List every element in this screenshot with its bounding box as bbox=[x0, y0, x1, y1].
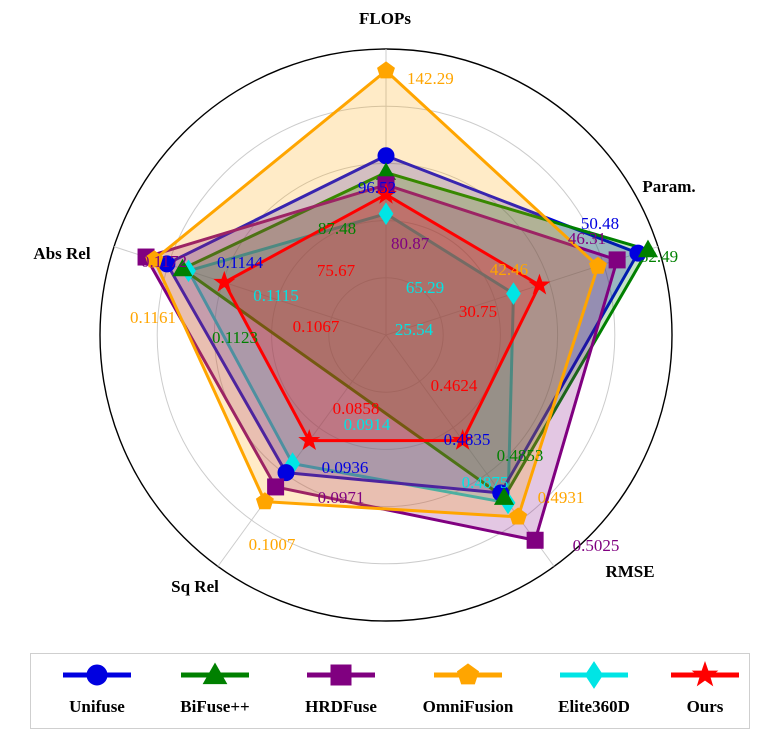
data-label-hrdfuse-2: 46.31 bbox=[568, 229, 606, 248]
series-area-omnifusion bbox=[152, 69, 600, 519]
legend-item-elite360d: Elite360D bbox=[558, 661, 630, 716]
legend-item-hrdfuse: HRDFuse bbox=[305, 664, 377, 716]
legend-label-omnifusion: OmniFusion bbox=[423, 697, 514, 716]
point-ours-2 bbox=[528, 273, 551, 295]
data-label-ours-5: 0.1067 bbox=[293, 317, 340, 336]
data-label-omnifusion-5: 0.1161 bbox=[130, 308, 176, 327]
data-label-elite360d-2: 25.54 bbox=[395, 320, 434, 339]
point-hrdfuse-4 bbox=[267, 478, 285, 496]
data-label-elite360d-5: 0.1115 bbox=[253, 286, 299, 305]
point-unifuse-1 bbox=[377, 147, 395, 165]
series-markers bbox=[137, 61, 659, 549]
data-label-unifuse-5: 0.1144 bbox=[217, 253, 264, 272]
axis-label-5: Abs Rel bbox=[33, 244, 90, 263]
legend-label-hrdfuse: HRDFuse bbox=[305, 697, 377, 716]
axis-label-3: RMSE bbox=[605, 562, 654, 581]
series-areas bbox=[144, 69, 650, 542]
data-label-ours-1: 75.67 bbox=[317, 261, 356, 280]
legend-label-unifuse: Unifuse bbox=[69, 697, 125, 716]
point-bifuse--3 bbox=[493, 487, 515, 505]
data-label-bifuse--1: 87.48 bbox=[318, 219, 356, 238]
series-area-unifuse bbox=[165, 154, 640, 495]
point-omnifusion-3 bbox=[509, 507, 528, 525]
point-omnifusion-1 bbox=[377, 61, 395, 79]
data-label-omnifusion-3: 0.4931 bbox=[538, 488, 585, 507]
axis-label-2: Param. bbox=[642, 177, 695, 196]
data-label-unifuse-1: 96.52 bbox=[358, 178, 396, 197]
legend-item-unifuse: Unifuse bbox=[63, 664, 131, 716]
data-label-ours-2: 30.75 bbox=[459, 302, 497, 321]
point-ours-5 bbox=[213, 270, 236, 292]
point-omnifusion-5 bbox=[145, 250, 164, 268]
point-hrdfuse-3 bbox=[526, 531, 544, 549]
data-label-bifuse--3: 0.4853 bbox=[497, 446, 544, 465]
data-label-unifuse-2: 50.48 bbox=[581, 214, 619, 233]
point-omnifusion-2 bbox=[588, 256, 607, 274]
axis-label-4: Sq Rel bbox=[171, 577, 219, 596]
point-bifuse--2 bbox=[637, 239, 659, 258]
data-label-hrdfuse-5: 0.1172 bbox=[141, 252, 187, 271]
data-label-ours-4: 0.0858 bbox=[333, 399, 380, 418]
data-label-hrdfuse-3: 0.5025 bbox=[573, 536, 620, 555]
data-label-elite360d-1: 65.29 bbox=[406, 278, 444, 297]
legend-marker-elite360d bbox=[584, 661, 604, 689]
data-label-unifuse-4: 0.0936 bbox=[322, 458, 369, 477]
data-label-bifuse--5: 0.1123 bbox=[212, 328, 258, 347]
radar-chart: FLOPs Param. RMSE Sq Rel Abs Rel 65.29 25.54 0.… bbox=[33, 9, 696, 622]
data-label-ours-3: 0.4624 bbox=[431, 376, 478, 395]
legend: Unifuse BiFuse++ HRDFuse OmniFusion Elite360… bbox=[30, 653, 750, 729]
axis-line-4 bbox=[217, 334, 387, 567]
legend-label-elite360d: Elite360D bbox=[558, 697, 630, 716]
data-labels: 65.29 25.54 0.4875 0.0914 0.1115 96.52 50.48 0.… bbox=[130, 69, 678, 555]
data-label-hrdfuse-1: 80.87 bbox=[391, 234, 430, 253]
legend-marker-bifuse- bbox=[202, 662, 228, 685]
data-label-omnifusion-4: 0.1007 bbox=[249, 535, 296, 554]
data-label-omnifusion-2: 42.46 bbox=[490, 260, 528, 279]
point-ours-3 bbox=[451, 428, 474, 450]
data-label-elite360d-3: 0.4875 bbox=[462, 473, 509, 492]
axis-line-3 bbox=[385, 334, 555, 567]
legend-marker-unifuse bbox=[86, 664, 108, 686]
point-bifuse--5 bbox=[172, 258, 193, 277]
point-elite360d-1 bbox=[378, 202, 394, 226]
data-label-bifuse--2: 52.49 bbox=[640, 247, 678, 266]
data-label-elite360d-4: 0.0914 bbox=[344, 415, 391, 434]
point-unifuse-4 bbox=[277, 464, 295, 482]
legend-marker-omnifusion bbox=[456, 663, 480, 685]
point-ours-4 bbox=[298, 429, 321, 450]
legend-label-ours: Ours bbox=[687, 697, 724, 716]
legend-marker-hrdfuse bbox=[330, 664, 352, 686]
point-hrdfuse-2 bbox=[608, 251, 626, 269]
point-ours-1 bbox=[375, 182, 397, 204]
point-elite360d-2 bbox=[506, 282, 521, 305]
axis-label-1: FLOPs bbox=[359, 9, 411, 28]
data-label-omnifusion-1: 142.29 bbox=[407, 69, 454, 88]
legend-marker-ours bbox=[691, 660, 719, 687]
data-label-unifuse-3: 0.4835 bbox=[444, 430, 491, 449]
data-label-hrdfuse-4: 0.0971 bbox=[318, 488, 365, 507]
series-area-ours bbox=[222, 192, 541, 443]
legend-item-bifuse-: BiFuse++ bbox=[180, 662, 250, 716]
legend-label-bifuse-: BiFuse++ bbox=[180, 697, 249, 716]
point-omnifusion-4 bbox=[255, 492, 274, 510]
legend-item-ours: Ours bbox=[671, 660, 739, 716]
legend-item-omnifusion: OmniFusion bbox=[423, 663, 514, 716]
